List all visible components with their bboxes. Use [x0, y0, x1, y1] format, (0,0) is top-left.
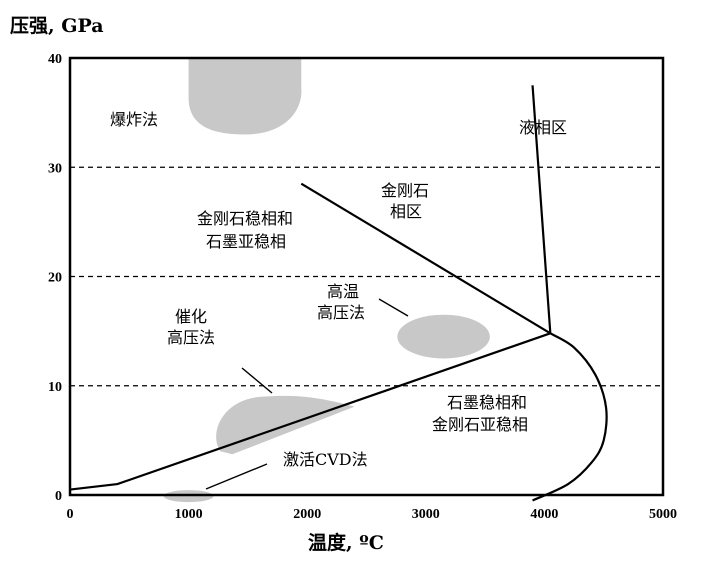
y-axis-ticks: 0 10 20 30 40 [48, 52, 62, 504]
diamond-liquid-boundary-line [531, 85, 552, 334]
gridlines [70, 166, 663, 387]
label-diamond-phase-line2: 相区 [390, 202, 422, 221]
label-cvd: 激活CVD法 [283, 450, 368, 469]
graphite-liquid-boundary-line [532, 332, 608, 502]
region-labels: 爆炸法 高温 高压法 催化 高压法 激活CVD法 液相区 金刚石 相区 金刚石稳… [110, 110, 567, 469]
leader-line-catalytic [241, 367, 273, 394]
y-axis-title: 压强, GPa [10, 15, 104, 37]
label-diamond-stable-line2: 石墨亚稳相 [206, 232, 286, 251]
x-tick-label: 1000 [175, 507, 203, 522]
leader-lines [205, 298, 409, 490]
label-diamond-stable-line1: 金刚石稳相和 [197, 209, 293, 228]
label-hthp-line2: 高压法 [317, 303, 365, 322]
method-regions [163, 58, 490, 503]
label-catalytic-line1: 催化 [175, 307, 207, 326]
label-catalytic-line2: 高压法 [167, 328, 215, 347]
x-tick-label: 5000 [649, 507, 677, 522]
leader-line-hthp [378, 298, 409, 317]
plot-frame [68, 56, 665, 497]
x-tick-label: 3000 [412, 507, 440, 522]
x-tick-label: 0 [67, 507, 74, 522]
hthp-region [397, 314, 490, 359]
y-tick-label: 40 [48, 52, 62, 67]
y-tick-label: 0 [55, 489, 62, 504]
x-tick-label: 4000 [530, 507, 558, 522]
x-tick-label: 2000 [293, 507, 321, 522]
metastable-boundary-line [300, 182, 551, 335]
x-axis-ticks: 0 1000 2000 3000 4000 5000 [67, 507, 678, 522]
graphite-diamond-boundary-line [69, 332, 551, 491]
y-tick-label: 30 [48, 161, 62, 176]
explosion-region [188, 58, 302, 135]
phase-lines [69, 85, 608, 502]
label-liquid-phase: 液相区 [519, 118, 567, 137]
label-hthp-line1: 高温 [327, 282, 359, 301]
leader-line-cvd [205, 463, 268, 490]
label-explosion: 爆炸法 [110, 110, 158, 129]
label-graphite-stable-line2: 金刚石亚稳相 [432, 415, 528, 434]
y-tick-label: 10 [48, 380, 62, 395]
label-diamond-phase-line1: 金刚石 [381, 181, 429, 200]
y-tick-label: 20 [48, 271, 62, 286]
label-graphite-stable-line1: 石墨稳相和 [447, 393, 527, 412]
x-axis-title: 温度, ºC [308, 531, 384, 554]
